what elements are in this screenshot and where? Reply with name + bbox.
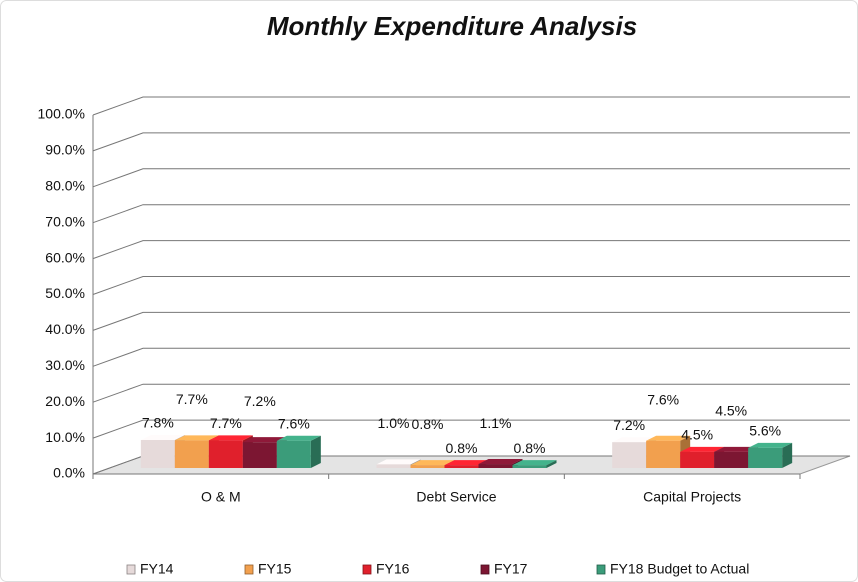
bar-top (140, 434, 185, 440)
bar (444, 465, 479, 468)
y-tick-label: 70.0% (45, 213, 85, 229)
data-label: 0.8% (412, 416, 444, 432)
grid-line (92, 347, 850, 367)
grid-line (92, 132, 850, 152)
bar (512, 465, 547, 468)
grid-line (92, 311, 850, 331)
y-tick-label: 100.0% (38, 106, 85, 122)
grid-line (92, 240, 850, 260)
data-label: 7.6% (278, 415, 310, 431)
grid-line (92, 96, 850, 116)
data-label: 7.2% (244, 393, 276, 409)
bar (478, 464, 513, 468)
legend-swatch (596, 564, 606, 575)
bar (714, 451, 749, 468)
bar (140, 439, 175, 468)
grid-line (92, 276, 850, 295)
bar (276, 440, 311, 468)
legend-label: FY16 (376, 561, 410, 577)
data-label: 1.1% (480, 415, 512, 431)
data-label: 7.6% (647, 391, 679, 407)
legend-label: FY14 (140, 561, 174, 577)
data-label: 7.7% (210, 415, 242, 431)
bar-top (512, 460, 557, 466)
bar (242, 442, 277, 468)
legend-label: FY15 (258, 561, 292, 577)
bar-top (174, 435, 219, 441)
bar (410, 465, 445, 468)
chart-title: Monthly Expenditure Analysis (267, 11, 637, 41)
bar-side (310, 435, 321, 468)
y-tick-label: 40.0% (45, 321, 85, 337)
bar-top (612, 437, 657, 443)
data-label: 7.7% (176, 391, 208, 407)
data-label: 4.5% (681, 427, 713, 443)
data-label: 5.6% (749, 423, 781, 439)
data-label: 7.2% (613, 417, 645, 433)
bar-top (748, 442, 793, 448)
data-label: 7.8% (142, 415, 174, 431)
bar-top (646, 435, 691, 441)
bar-top (680, 446, 725, 452)
data-label: 4.5% (715, 403, 747, 419)
bar (174, 440, 209, 468)
bar-top (208, 435, 253, 441)
legend-label: FY17 (494, 561, 528, 577)
bar (646, 440, 681, 468)
legend-swatch (480, 564, 490, 575)
legend-swatch (362, 564, 372, 575)
bar-top (242, 437, 287, 443)
y-tick-label: 60.0% (45, 249, 85, 265)
bar-top (714, 446, 759, 452)
y-tick-label: 50.0% (45, 285, 85, 301)
y-tick-label: 20.0% (45, 393, 85, 409)
x-tick-label: Capital Projects (643, 489, 741, 505)
bar-side (546, 460, 557, 468)
y-tick-label: 30.0% (45, 357, 85, 373)
bar-top (410, 460, 455, 466)
data-label: 1.0% (378, 415, 410, 431)
bar (376, 464, 411, 468)
grid-line (92, 168, 850, 188)
data-label: 0.8% (446, 440, 478, 456)
y-tick-label: 90.0% (45, 142, 85, 158)
bar-top (444, 460, 489, 466)
bar-top (276, 435, 321, 441)
bar-top (478, 459, 523, 465)
x-tick-label: Debt Service (416, 489, 496, 505)
bar (748, 447, 783, 468)
bar (680, 451, 715, 468)
y-tick-label: 0.0% (53, 465, 85, 481)
legend-swatch (244, 564, 254, 575)
bar (612, 442, 647, 468)
data-label: 0.8% (514, 440, 546, 456)
grid-line (92, 419, 850, 439)
bar (208, 440, 243, 468)
y-tick-label: 80.0% (45, 178, 85, 194)
bar-side (782, 442, 793, 468)
grid-line (92, 383, 850, 403)
legend-swatch (126, 564, 136, 575)
bar-top (376, 459, 421, 465)
y-tick-label: 10.0% (45, 429, 85, 445)
legend-label: FY18 Budget to Actual (610, 561, 749, 577)
grid-line (92, 204, 850, 224)
x-tick-label: O & M (201, 489, 241, 505)
